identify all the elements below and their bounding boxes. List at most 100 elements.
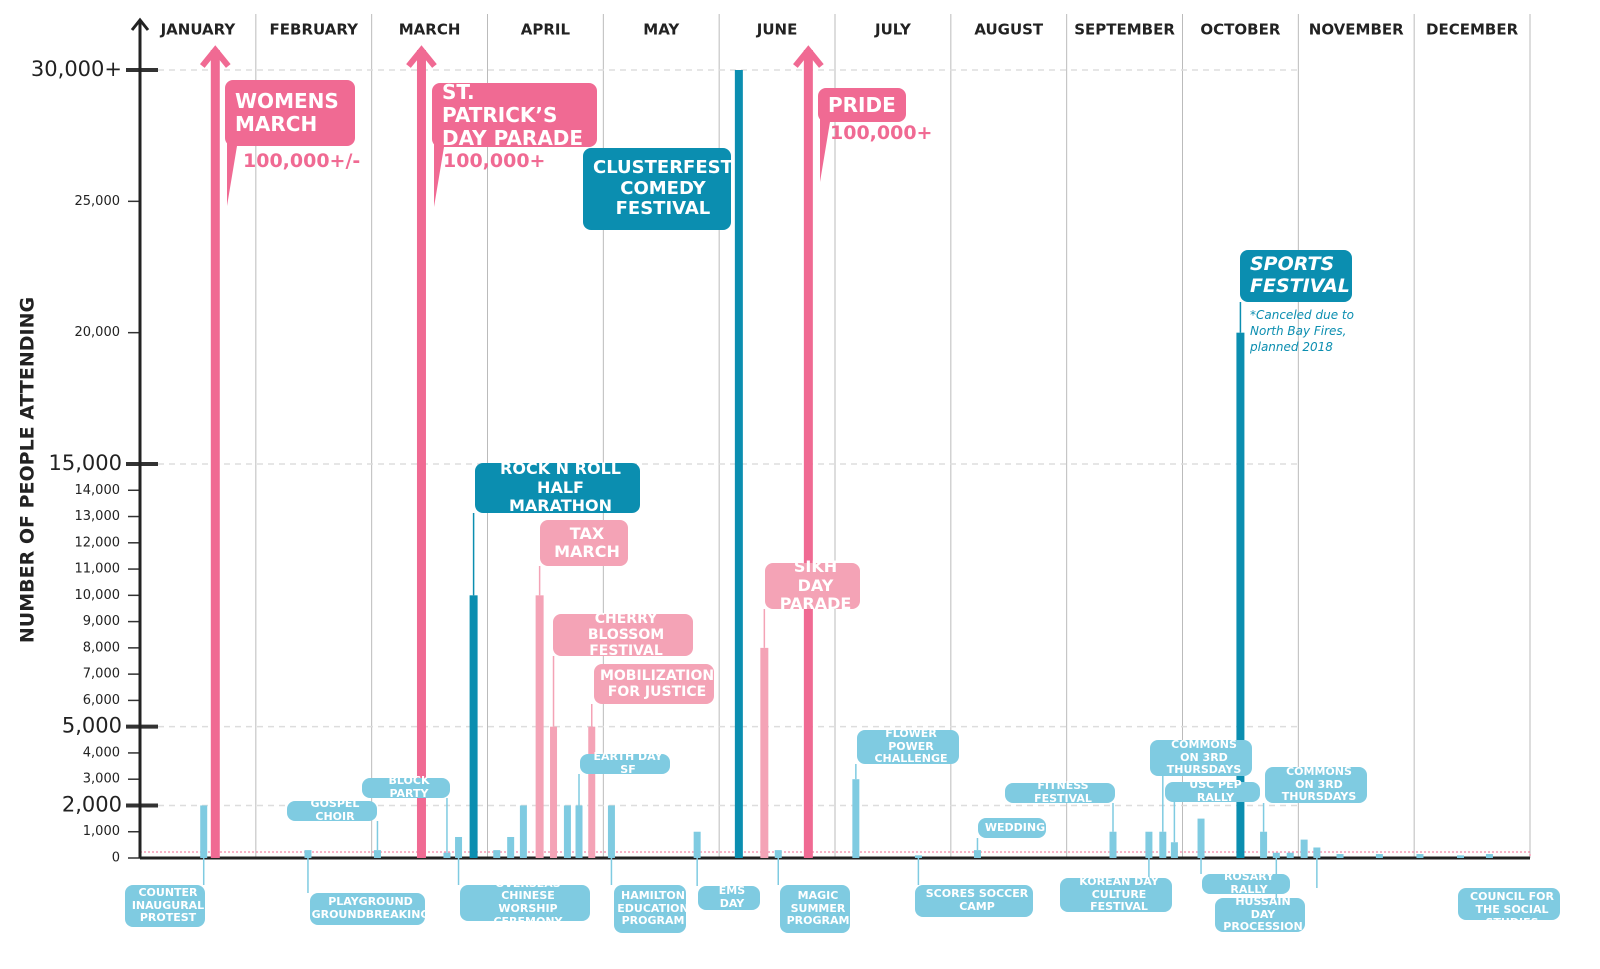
value-label: 100,000+/-	[243, 150, 361, 172]
y-tick-label: 8,000	[83, 640, 120, 655]
event-label: EMS DAY	[698, 885, 760, 910]
y-tick-label: 9,000	[83, 614, 120, 629]
event-label: NATIONAL COUNCIL FOR THE SOCIAL STUDIES	[1458, 878, 1560, 928]
bar	[1313, 847, 1321, 858]
event-label: BLOCK PARTY	[362, 775, 450, 800]
y-tick-label: 15,000	[49, 451, 122, 475]
event-label: COUNTER INAUGURAL PROTEST	[125, 885, 205, 927]
event-label: COMMONS ON 3RD THURSDAYS	[1265, 765, 1367, 803]
bar	[443, 852, 451, 858]
y-tick-label: 12,000	[75, 535, 121, 550]
event-label: HUSSAIN DAY PROCESSION	[1215, 895, 1305, 933]
bar	[200, 805, 208, 858]
month-label: FEBRUARY	[270, 21, 360, 39]
bar	[1300, 839, 1308, 858]
bar	[1170, 842, 1178, 858]
bar	[1416, 854, 1424, 858]
y-tick-label: 7,000	[83, 667, 120, 682]
bar	[734, 70, 743, 858]
event-label: EARTH DAY SF	[580, 751, 670, 776]
bar-arrow	[406, 45, 437, 68]
bar	[973, 850, 981, 858]
bar	[1272, 852, 1280, 858]
month-label: OCTOBER	[1200, 21, 1280, 39]
event-label: FLOWER POWER CHALLENGE	[857, 727, 959, 765]
bar	[373, 850, 381, 858]
bar	[1109, 831, 1117, 858]
event-label: COMMONS ON 3RD THURSDAYS	[1150, 738, 1252, 776]
bar	[1236, 332, 1245, 859]
bar	[607, 805, 615, 858]
y-tick-label: 14,000	[75, 483, 121, 498]
bar	[852, 779, 860, 858]
bar	[563, 805, 571, 858]
event-label: KOREAN DAY CULTURE FESTIVAL	[1060, 875, 1172, 913]
bar	[760, 647, 769, 858]
month-label: SEPTEMBER	[1074, 21, 1175, 39]
bar	[1145, 831, 1153, 858]
event-label: FITNESS FESTIVAL	[1005, 780, 1115, 805]
month-label: APRIL	[521, 21, 571, 39]
y-tick-label: 30,000+	[31, 57, 122, 81]
bar	[1197, 818, 1205, 858]
event-label: MOBILIZATION FOR JUSTICE	[594, 664, 714, 704]
bar	[914, 855, 922, 858]
event-label: ROSARY RALLY	[1202, 871, 1290, 896]
event-label: USC PEP RALLY	[1165, 779, 1260, 804]
label-tail	[434, 143, 444, 207]
bar	[774, 850, 782, 858]
y-tick-label: 6,000	[83, 693, 120, 708]
event-label: PRIDE	[818, 88, 906, 122]
bar	[1159, 831, 1167, 858]
y-tick-label: 11,000	[75, 562, 121, 577]
y-tick-label: 10,000	[75, 588, 121, 603]
month-label: AUGUST	[974, 21, 1044, 39]
event-label: SPORTS FESTIVAL	[1240, 250, 1352, 302]
bar	[519, 805, 527, 858]
bar	[1336, 854, 1344, 858]
event-label: SCORES SOCCER CAMP	[915, 885, 1033, 917]
event-label: MAGIC SUMMER PROGRAM	[780, 885, 850, 933]
y-axis-arrow	[130, 17, 150, 31]
event-label: OVERSEAS CHINESE WORSHIP CEREMONY	[460, 877, 590, 927]
y-tick-label: 3,000	[83, 772, 120, 787]
month-label: MARCH	[399, 21, 461, 39]
y-tick-label: 20,000	[75, 325, 121, 340]
bar	[1375, 854, 1383, 858]
month-label: NOVEMBER	[1309, 21, 1404, 39]
month-label: MAY	[643, 21, 680, 39]
month-label: DECEMBER	[1426, 21, 1519, 39]
month-label: JUNE	[756, 21, 798, 39]
bar-arrow	[793, 45, 824, 68]
event-label: CHERRY BLOSSOM FESTIVAL	[553, 611, 693, 659]
event-label: PLAYGROUND GROUNDBREAKING	[310, 893, 429, 925]
event-label: TAX MARCH	[540, 520, 628, 566]
value-label: 100,000+	[830, 122, 933, 144]
value-label: 100,000+	[443, 150, 546, 172]
bar	[575, 805, 583, 858]
y-tick-label: 1,000	[83, 824, 120, 839]
y-tick-label: 0	[112, 851, 120, 866]
bar	[535, 595, 544, 858]
bar	[416, 50, 426, 858]
event-label: GOSPEL CHOIR	[287, 798, 377, 823]
event-label: WOMENS MARCH	[225, 80, 355, 146]
bar	[550, 726, 558, 858]
month-label: JANUARY	[160, 21, 237, 39]
bar	[1260, 831, 1268, 858]
bar	[493, 850, 501, 858]
bar	[210, 50, 220, 858]
y-tick-label: 25,000	[75, 194, 121, 209]
label-tail	[820, 118, 830, 182]
event-note: *Canceled due to North Bay Fires, planne…	[1250, 308, 1354, 355]
bar	[1485, 854, 1493, 858]
bar	[803, 50, 813, 858]
bar-arrow	[199, 45, 231, 68]
y-tick-label: 5,000	[62, 714, 122, 738]
event-label: CLUSTERFEST COMEDY FESTIVAL	[583, 148, 733, 230]
bar	[1286, 852, 1294, 858]
bar	[588, 726, 596, 858]
y-axis-label: NUMBER OF PEOPLE ATTENDING	[17, 297, 39, 643]
